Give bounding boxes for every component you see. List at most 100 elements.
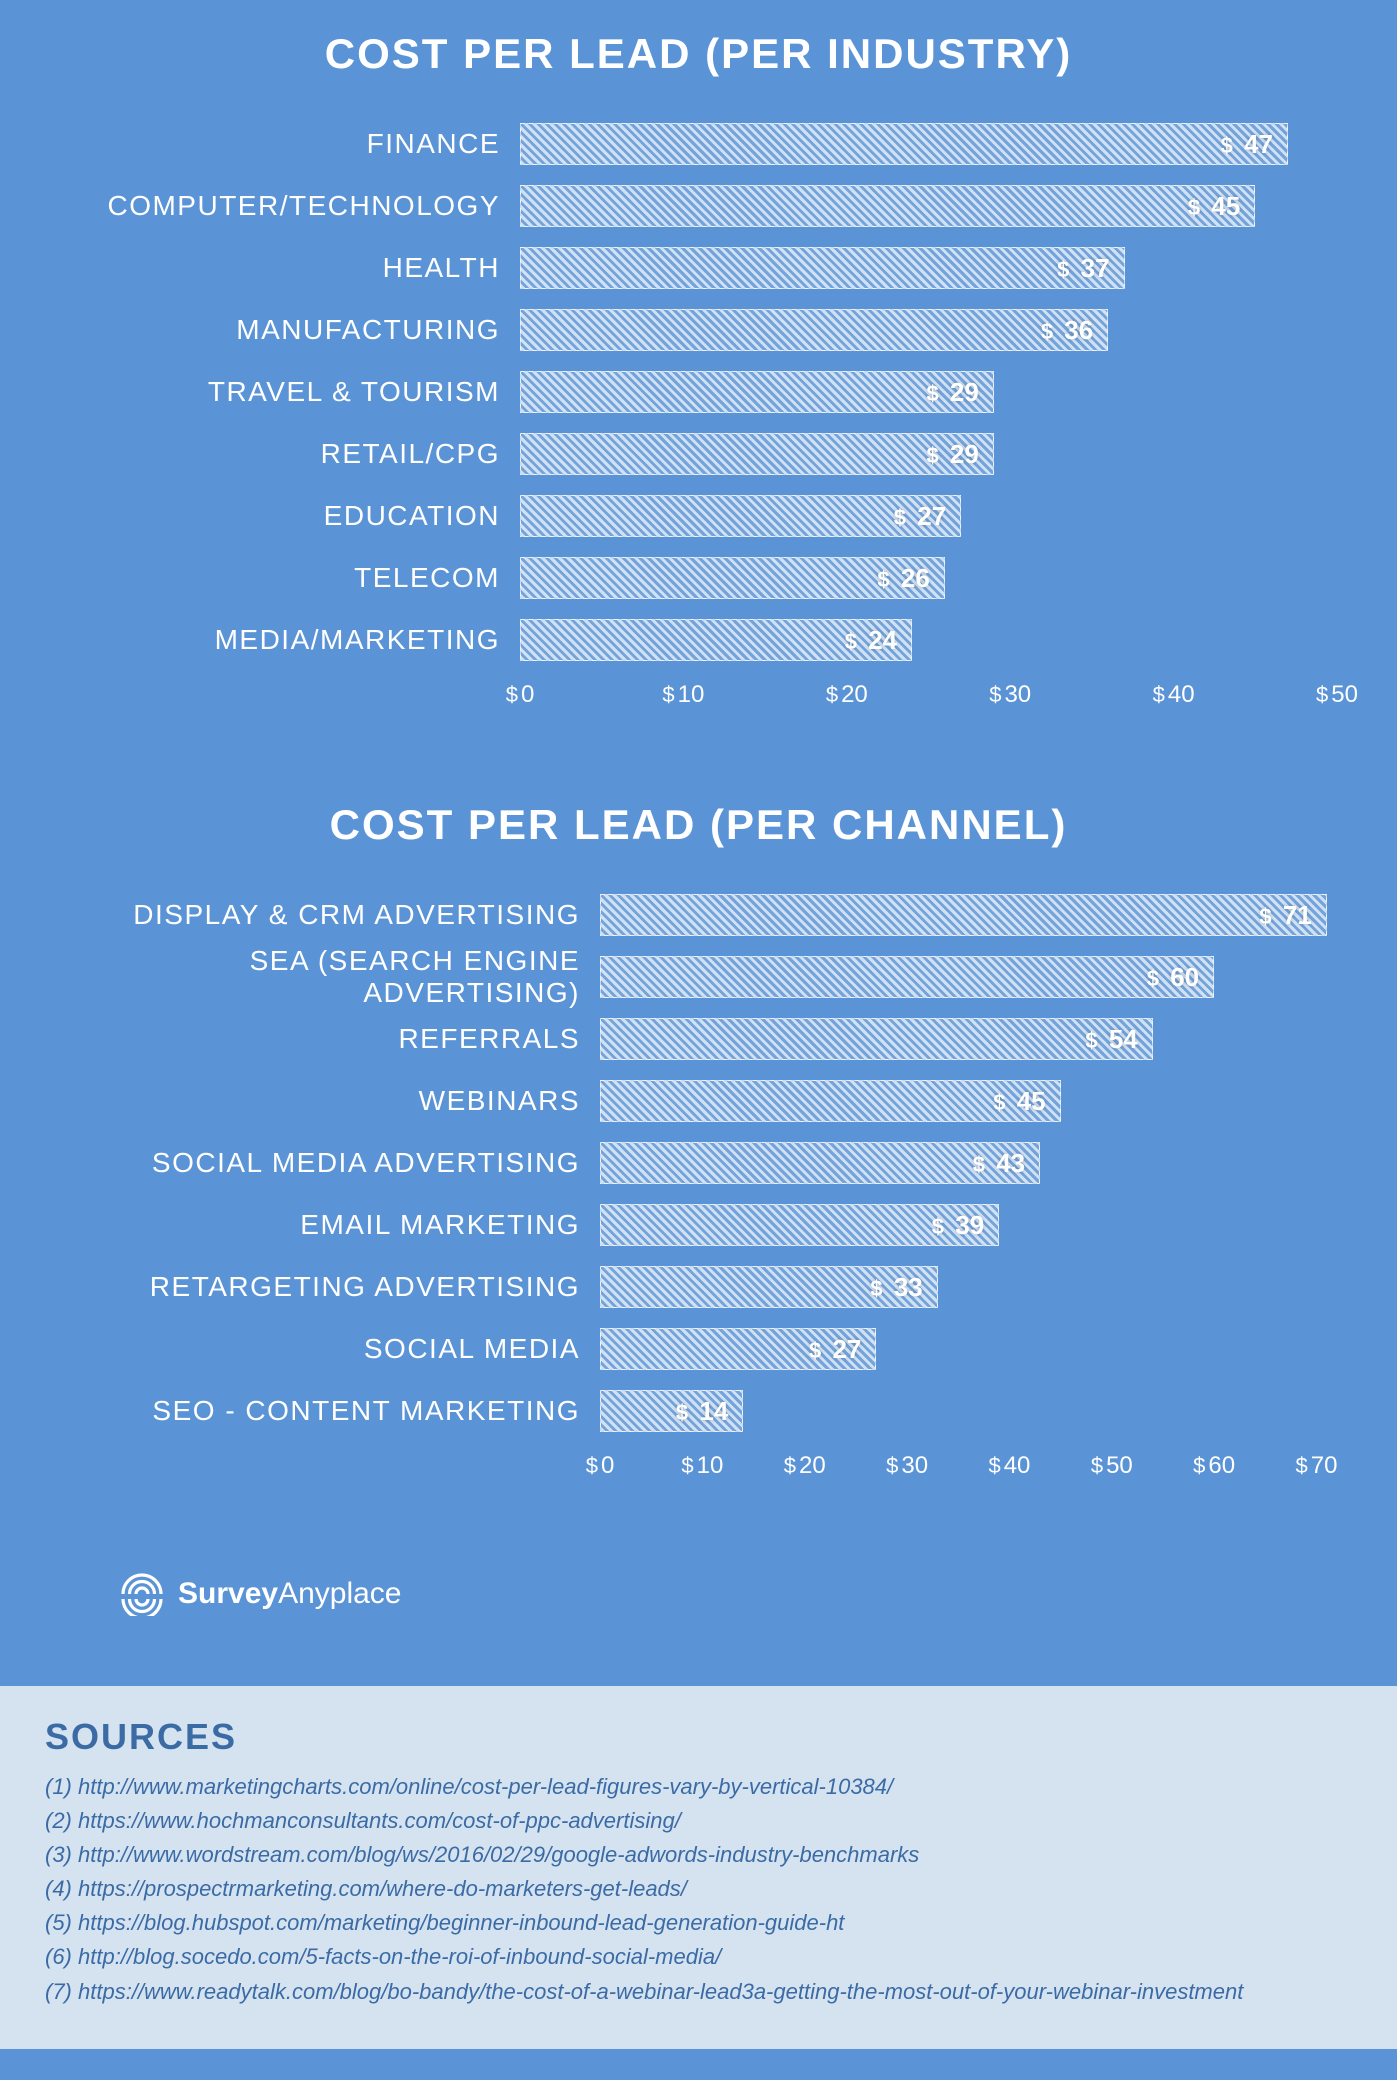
chart-row: EMAIL MARKETING $ 39 [60,1204,1337,1246]
charts-root: COST PER LEAD (PER INDUSTRY)FINANCE$ 47C… [60,30,1337,1492]
x-tick: $50 [1091,1452,1133,1480]
x-axis-spacer [60,681,520,721]
bar: $ 29 [520,433,994,475]
source-line: (5) https://blog.hubspot.com/marketing/b… [45,1906,1352,1940]
bar: $ 26 [520,557,945,599]
bar-track: $ 29 [520,433,1337,475]
x-axis: $0$10$20$30$40$50 [60,681,1337,721]
chart-section: COST PER LEAD (PER INDUSTRY)FINANCE$ 47C… [60,30,1337,721]
bar-track: $ 29 [520,371,1337,413]
chart-row: EDUCATION$ 27 [60,495,1337,537]
chart-row: HEALTH$ 37 [60,247,1337,289]
bar-track: $ 47 [520,123,1337,165]
row-label: COMPUTER/TECHNOLOGY [60,190,520,222]
bar-track: $ 60 [600,956,1337,998]
bar-value: $ 24 [845,625,897,656]
sources-panel: SOURCES (1) http://www.marketingcharts.c… [0,1686,1397,2049]
bar-track: $ 45 [520,185,1337,227]
source-line: (1) http://www.marketingcharts.com/onlin… [45,1770,1352,1804]
chart-row: MEDIA/MARKETING$ 24 [60,619,1337,661]
bar-track: $ 26 [520,557,1337,599]
row-label: SEA (SEARCH ENGINE ADVERTISING) [60,945,600,1009]
x-axis: $0$10$20$30$40$50$60$70 [60,1452,1337,1492]
bar: $ 24 [520,619,912,661]
row-label: EDUCATION [60,500,520,532]
chart-row: TELECOM$ 26 [60,557,1337,599]
chart-row: SEA (SEARCH ENGINE ADVERTISING)$ 60 [60,956,1337,998]
row-label: WEBINARS [60,1085,600,1117]
x-tick: $40 [1153,681,1195,709]
bar-track: $ 33 [600,1266,1337,1308]
row-label: REFERRALS [60,1023,600,1055]
x-tick: $20 [784,1452,826,1480]
bar-value: $ 29 [926,439,978,470]
x-tick: $30 [989,681,1031,709]
bar-track: $ 14 [600,1390,1337,1432]
chart-row: DISPLAY & CRM ADVERTISING $ 71 [60,894,1337,936]
row-label: RETAIL/CPG [60,438,520,470]
chart-row: SEO - CONTENT MARKETING$ 14 [60,1390,1337,1432]
chart-title: COST PER LEAD (PER CHANNEL) [60,801,1337,849]
bar-value: $ 39 [932,1210,984,1241]
surveyanyplace-logo-icon [120,1572,164,1616]
bar-value: $ 43 [973,1148,1025,1179]
row-label: EMAIL MARKETING [60,1209,600,1241]
chart-row: RETAIL/CPG $ 29 [60,433,1337,475]
chart-body: FINANCE$ 47 COMPUTER/TECHNOLOGY $ 45 HEALTH… [60,123,1337,721]
chart-row: SOCIAL MEDIA ADVERTISING$ 43 [60,1142,1337,1184]
row-label: DISPLAY & CRM ADVERTISING [60,899,600,931]
x-tick: $0 [506,681,535,709]
bar-value: $ 45 [993,1086,1045,1117]
bar: $ 45 [520,185,1255,227]
brand-name: SurveyAnyplace [178,1577,402,1611]
chart-section: COST PER LEAD (PER CHANNEL) DISPLAY & CRM… [60,801,1337,1492]
x-tick: $10 [681,1452,723,1480]
bar-value: $ 29 [926,377,978,408]
bar: $ 29 [520,371,994,413]
bar-value: $ 33 [870,1272,922,1303]
infographic-container: COST PER LEAD (PER INDUSTRY)FINANCE$ 47C… [0,0,1397,1686]
bar-track: $ 54 [600,1018,1337,1060]
x-tick: $40 [988,1452,1030,1480]
chart-row: RETARGETING ADVERTISING $ 33 [60,1266,1337,1308]
bar-track: $ 37 [520,247,1337,289]
chart-body: DISPLAY & CRM ADVERTISING $ 71 SEA (SEARCH… [60,894,1337,1492]
bar: $ 27 [520,495,961,537]
bar-track: $ 24 [520,619,1337,661]
brand-logo: SurveyAnyplace [60,1572,1337,1646]
x-tick: $70 [1296,1452,1338,1480]
source-line: (3) http://www.wordstream.com/blog/ws/20… [45,1838,1352,1872]
bar-track: $ 39 [600,1204,1337,1246]
bar-value: $ 14 [676,1396,728,1427]
chart-row: WEBINARS $ 45 [60,1080,1337,1122]
bar: $ 27 [600,1328,876,1370]
bar-value: $ 45 [1188,191,1240,222]
chart-row: FINANCE$ 47 [60,123,1337,165]
bar: $ 33 [600,1266,938,1308]
bar-value: $ 71 [1259,900,1311,931]
source-line: (4) https://prospectrmarketing.com/where… [45,1872,1352,1906]
x-ticks: $0$10$20$30$40$50 [520,681,1337,721]
bar-track: $ 27 [600,1328,1337,1370]
bar-value: $ 27 [809,1334,861,1365]
bar-value: $ 60 [1147,962,1199,993]
sources-heading: SOURCES [45,1716,1352,1758]
bar-track: $ 71 [600,894,1337,936]
bar-value: $ 36 [1041,315,1093,346]
bar: $ 39 [600,1204,999,1246]
source-line: (6) http://blog.socedo.com/5-facts-on-th… [45,1940,1352,1974]
bar-track: $ 27 [520,495,1337,537]
row-label: MANUFACTURING [60,314,520,346]
bar: $ 71 [600,894,1327,936]
chart-row: MANUFACTURING $ 36 [60,309,1337,351]
x-tick: $0 [586,1452,615,1480]
bar: $ 54 [600,1018,1153,1060]
source-line: (2) https://www.hochmanconsultants.com/c… [45,1804,1352,1838]
chart-row: TRAVEL & TOURISM $ 29 [60,371,1337,413]
row-label: TRAVEL & TOURISM [60,376,520,408]
source-line: (7) https://www.readytalk.com/blog/bo-ba… [45,1975,1352,2009]
x-tick: $20 [826,681,868,709]
row-label: RETARGETING ADVERTISING [60,1271,600,1303]
bar-value: $ 37 [1057,253,1109,284]
bar-value: $ 47 [1221,129,1273,160]
